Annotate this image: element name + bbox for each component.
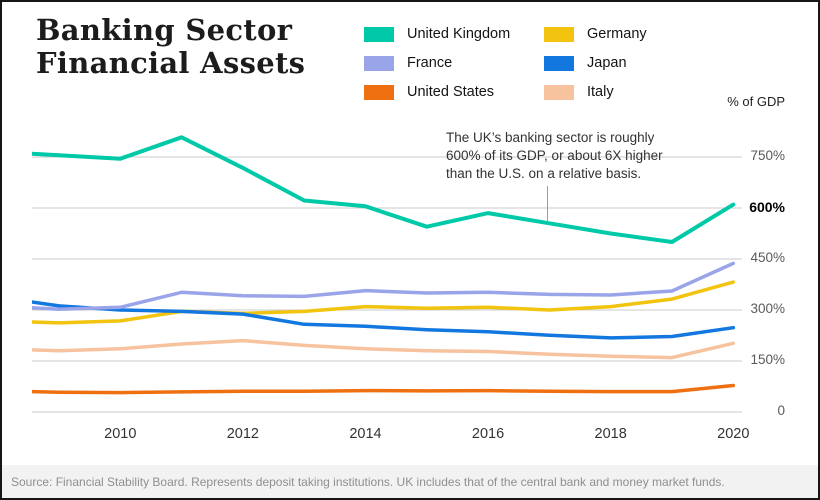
chart-plot-area: [2, 135, 742, 413]
annotation-line2: 600% of its GDP, or about 6X higher: [446, 147, 663, 163]
legend-item-united-states: United States: [364, 84, 544, 100]
legend-item-germany: Germany: [544, 26, 714, 42]
legend-label-germany: Germany: [587, 26, 647, 42]
series-line-france: [2, 261, 736, 312]
annotation-line1: The UK’s banking sector is roughly: [446, 130, 655, 145]
legend-label-japan: Japan: [587, 55, 627, 71]
legend-swatch-united-states: [364, 84, 394, 100]
chart-area: [2, 117, 792, 427]
legend-swatch-france: [364, 55, 394, 71]
series-line-germany: [2, 280, 736, 325]
legend-label-united-states: United States: [407, 84, 495, 100]
y-tick-label-0: 0: [777, 403, 785, 418]
y-tick-label-450: 450%: [750, 250, 785, 265]
annotation-leader-line: [547, 186, 548, 222]
legend-item-france: France: [364, 55, 544, 71]
y-tick-label-600: 600%: [749, 199, 785, 215]
legend-label-france: France: [407, 55, 453, 71]
source-text: Source: Financial Stability Board. Repre…: [11, 474, 725, 489]
legend-swatch-united-kingdom: [364, 26, 394, 42]
x-tick-label-2014: 2014: [349, 426, 382, 442]
legend-label-united-kingdom: United Kingdom: [407, 26, 511, 42]
x-tick-label-2010: 2010: [104, 426, 137, 442]
x-tick-label-2020: 2020: [717, 426, 750, 442]
y-tick-label-750: 750%: [750, 148, 785, 163]
page-title-line1: Banking Sector: [36, 13, 293, 47]
legend-item-italy: Italy: [544, 84, 714, 100]
page-title: Banking Sector Financial Assets: [36, 13, 306, 81]
series-line-united-states: [2, 383, 736, 395]
series-line-italy: [2, 338, 736, 360]
legend-item-japan: Japan: [544, 55, 714, 71]
annotation-line3: than the U.S. on a relative basis.: [446, 165, 642, 181]
y-tick-label-150: 150%: [750, 352, 785, 367]
y-tick-label-300: 300%: [750, 301, 785, 316]
legend-swatch-germany: [544, 26, 574, 42]
x-tick-label-2018: 2018: [594, 426, 627, 442]
legend: United Kingdom Germany France Japan United S…: [364, 26, 714, 100]
legend-swatch-japan: [544, 55, 574, 71]
series-line-united-kingdom: [2, 135, 736, 244]
legend-swatch-italy: [544, 84, 574, 100]
legend-label-italy: Italy: [587, 84, 614, 100]
series-line-japan: [2, 295, 736, 340]
y-axis-unit-label: % of GDP: [727, 94, 785, 109]
annotation: The UK’s banking sector is roughly 600% …: [446, 129, 663, 182]
page-title-line2: Financial Assets: [36, 46, 306, 81]
source-footer: Source: Financial Stability Board. Repre…: [2, 465, 818, 498]
x-tick-label-2012: 2012: [226, 426, 259, 442]
legend-item-united-kingdom: United Kingdom: [364, 26, 544, 42]
x-tick-label-2016: 2016: [471, 426, 505, 442]
